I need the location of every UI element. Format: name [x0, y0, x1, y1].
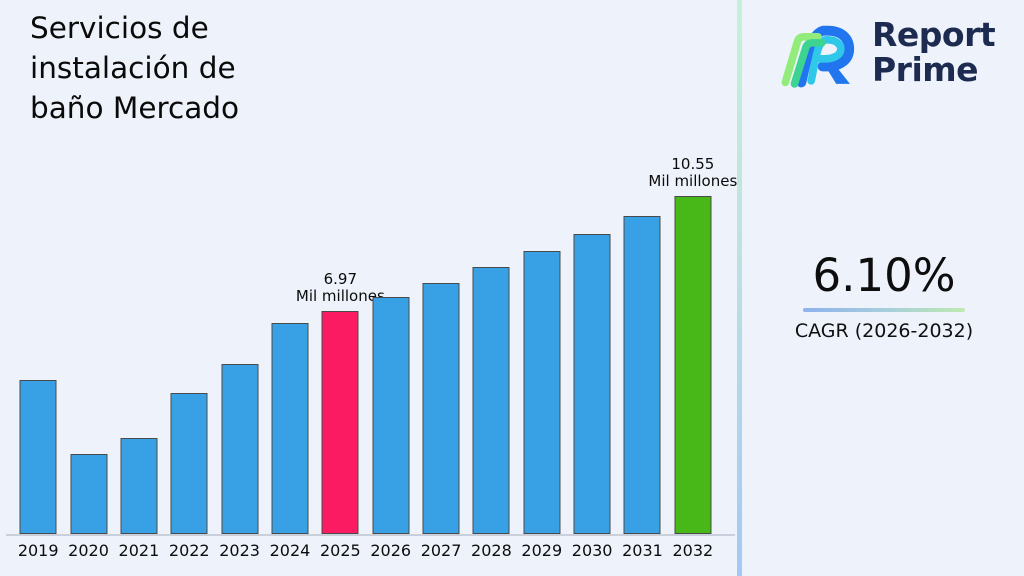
bar-2026: [372, 297, 410, 534]
bar-2020: [70, 454, 108, 534]
x-tick-2027: 2027: [420, 541, 462, 560]
page-title: Servicios de instalación de baño Mercado: [30, 8, 239, 128]
bar-slot-2022: 2022: [164, 134, 214, 560]
x-tick-2031: 2031: [622, 541, 663, 560]
annotation-2025: 6.97 Mil millones: [296, 271, 385, 305]
bar-2031: [623, 216, 661, 534]
bar-slot-2023: 2023: [214, 134, 264, 560]
bar-slot-2025: 2025 6.97 Mil millones: [296, 134, 385, 561]
page-title-line2: instalación de: [30, 51, 236, 85]
cagr-underline: [803, 308, 965, 312]
x-tick-2020: 2020: [68, 541, 109, 560]
bar-series: 2019 2020 2021 2022 2023 2024 2025 6.97 Mil mill…: [13, 134, 737, 561]
x-tick-2023: 2023: [219, 541, 260, 560]
x-axis-line: [6, 534, 735, 536]
brand-logo: Report Prime: [780, 12, 996, 92]
annotation-unit-2032: Mil millones: [648, 172, 738, 190]
cagr-panel: 6.10% CAGR (2026-2032): [759, 249, 1009, 343]
brand-name: Report Prime: [872, 15, 996, 89]
bar-2028: [472, 267, 510, 534]
brand-name-line2: Prime: [872, 50, 979, 89]
bar-slot-2019: 2019: [13, 134, 63, 560]
x-tick-2021: 2021: [118, 541, 160, 560]
bar-chart: 2019 2020 2021 2022 2023 2024 2025 6.97 Mil mill…: [6, 134, 737, 561]
bar-2023: [221, 364, 259, 534]
cagr-value: 6.10%: [812, 249, 956, 302]
x-tick-2030: 2030: [571, 541, 613, 560]
bar-slot-2021: 2021: [114, 134, 164, 560]
annotation-2032: 10.55 Mil millones: [648, 156, 737, 190]
bar-slot-2031: 2031: [617, 134, 667, 560]
page-title-line1: Servicios de: [30, 11, 209, 45]
x-tick-2032: 2032: [672, 541, 714, 560]
bar-2024: [271, 323, 309, 534]
bar-2027: [422, 283, 460, 534]
bar-slot-2030: 2030: [567, 134, 617, 560]
x-tick-2029: 2029: [521, 541, 563, 560]
x-tick-2026: 2026: [370, 541, 412, 560]
x-tick-2022: 2022: [168, 541, 210, 560]
bar-2019: [19, 380, 57, 534]
cagr-label: CAGR (2026-2032): [794, 320, 974, 342]
x-tick-2025: 2025: [319, 541, 361, 560]
bar-2022: [170, 393, 208, 534]
bar-slot-2032: 2032 10.55 Mil millones: [648, 134, 737, 561]
bar-slot-2026: 2026: [366, 134, 416, 560]
x-tick-2024: 2024: [269, 541, 311, 560]
x-tick-2028: 2028: [471, 541, 512, 560]
bar-slot-2028: 2028: [466, 134, 516, 560]
bar-slot-2024: 2024: [265, 134, 315, 560]
x-tick-2019: 2019: [17, 541, 59, 560]
bar-2030: [573, 234, 611, 534]
bar-slot-2020: 2020: [63, 134, 113, 560]
annotation-unit-2025: Mil millones: [295, 287, 385, 305]
bar-slot-2027: 2027: [416, 134, 466, 560]
report-prime-logo-icon: [781, 25, 855, 88]
brand-name-line1: Report: [872, 15, 996, 54]
bar-2032: [674, 196, 712, 534]
bar-slot-2029: 2029: [517, 134, 567, 560]
annotation-value-2025: 6.97: [323, 270, 358, 288]
bar-2029: [523, 251, 561, 534]
bar-2025: [321, 311, 359, 534]
page-title-line3: baño Mercado: [30, 91, 240, 125]
annotation-value-2032: 10.55: [671, 155, 715, 173]
bar-2021: [120, 438, 158, 534]
panel-divider: [737, 0, 742, 576]
